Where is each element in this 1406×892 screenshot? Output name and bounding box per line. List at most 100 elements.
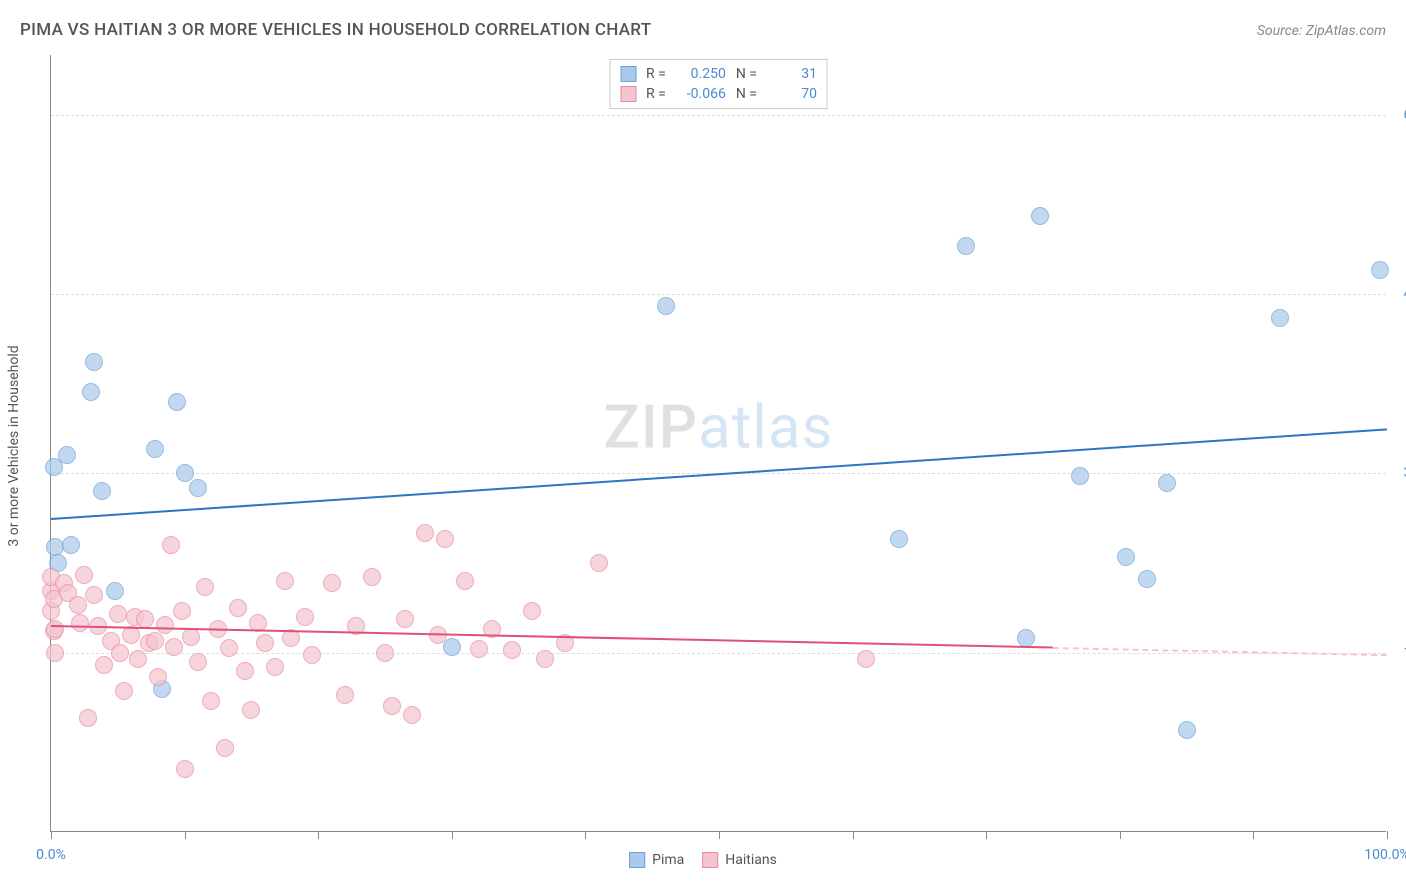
data-point xyxy=(456,572,474,590)
data-point xyxy=(336,686,354,704)
legend-n-value: 31 xyxy=(767,66,817,82)
legend-r-label: R = xyxy=(646,66,666,82)
data-point xyxy=(256,634,274,652)
x-tick xyxy=(185,831,186,839)
legend-swatch xyxy=(702,852,718,868)
data-point xyxy=(109,605,127,623)
data-point xyxy=(1158,474,1176,492)
data-point xyxy=(189,479,207,497)
data-point xyxy=(189,653,207,671)
data-point xyxy=(93,482,111,500)
data-point xyxy=(106,582,124,600)
data-point xyxy=(176,464,194,482)
data-point xyxy=(1178,721,1196,739)
y-tick-label: 30.0% xyxy=(1391,465,1406,481)
legend-r-label: R = xyxy=(646,86,666,102)
data-point xyxy=(1371,261,1389,279)
legend-n-label: N = xyxy=(736,86,757,102)
data-point xyxy=(62,536,80,554)
data-point xyxy=(173,602,191,620)
y-tick-label: 15.0% xyxy=(1391,645,1406,661)
data-point xyxy=(46,644,64,662)
x-tick xyxy=(452,831,453,839)
data-point xyxy=(242,701,260,719)
legend-swatch xyxy=(629,852,645,868)
data-point xyxy=(79,709,97,727)
y-tick-label: 60.0% xyxy=(1391,107,1406,123)
data-point xyxy=(58,446,76,464)
data-point xyxy=(296,608,314,626)
legend-label: Pima xyxy=(652,852,684,868)
x-tick-label: 0.0% xyxy=(36,847,66,863)
legend-r-value: 0.250 xyxy=(676,66,726,82)
data-point xyxy=(176,760,194,778)
x-tick xyxy=(318,831,319,839)
legend-label: Haitians xyxy=(725,852,777,868)
data-point xyxy=(75,566,93,584)
data-point xyxy=(363,568,381,586)
data-point xyxy=(890,530,908,548)
x-tick-label: 100.0% xyxy=(1364,847,1406,863)
data-point xyxy=(202,692,220,710)
data-point xyxy=(162,536,180,554)
data-point xyxy=(1117,548,1135,566)
data-point xyxy=(396,610,414,628)
data-point xyxy=(503,641,521,659)
legend-correlation: R = 0.250 N = 31 R = -0.066 N = 70 xyxy=(609,59,828,109)
legend-row: R = -0.066 N = 70 xyxy=(620,84,817,104)
x-tick xyxy=(51,831,52,839)
chart-title: PIMA VS HAITIAN 3 OR MORE VEHICLES IN HO… xyxy=(20,20,651,40)
trend-line xyxy=(51,625,1053,649)
data-point xyxy=(590,554,608,572)
data-point xyxy=(536,650,554,668)
data-point xyxy=(236,662,254,680)
data-point xyxy=(470,640,488,658)
y-axis-label: 3 or more Vehicles in Household xyxy=(6,345,22,546)
data-point xyxy=(1031,207,1049,225)
legend-swatch xyxy=(620,86,636,102)
data-point xyxy=(229,599,247,617)
legend-r-value: -0.066 xyxy=(676,86,726,102)
y-tick-label: 45.0% xyxy=(1391,286,1406,302)
legend-item: Pima xyxy=(629,852,684,868)
data-point xyxy=(443,638,461,656)
x-tick xyxy=(1120,831,1121,839)
data-point xyxy=(146,632,164,650)
data-point xyxy=(156,616,174,634)
x-tick xyxy=(986,831,987,839)
chart-area: ZIPatlas R =0.250N =31R =-0.066N =70 15.… xyxy=(50,55,1386,832)
data-point xyxy=(165,638,183,656)
data-point xyxy=(523,602,541,620)
data-point xyxy=(957,237,975,255)
data-point xyxy=(71,614,89,632)
gridline xyxy=(51,115,1386,116)
data-point xyxy=(857,650,875,668)
data-point xyxy=(129,650,147,668)
data-point xyxy=(323,574,341,592)
data-point xyxy=(1017,629,1035,647)
gridline xyxy=(51,294,1386,295)
data-point xyxy=(403,706,421,724)
data-point xyxy=(416,524,434,542)
data-point xyxy=(69,596,87,614)
legend-n-value: 70 xyxy=(767,86,817,102)
header: PIMA VS HAITIAN 3 OR MORE VEHICLES IN HO… xyxy=(20,20,1386,40)
data-point xyxy=(182,628,200,646)
data-point xyxy=(82,383,100,401)
data-point xyxy=(376,644,394,662)
trend-line-extrapolated xyxy=(1053,647,1387,656)
plot-surface: 15.0%30.0%45.0%60.0%0.0%100.0% xyxy=(51,55,1386,831)
data-point xyxy=(220,639,238,657)
data-point xyxy=(111,644,129,662)
gridline xyxy=(51,653,1386,654)
data-point xyxy=(136,610,154,628)
data-point xyxy=(276,572,294,590)
data-point xyxy=(46,620,64,638)
legend-n-label: N = xyxy=(736,66,757,82)
x-tick xyxy=(1387,831,1388,839)
data-point xyxy=(168,393,186,411)
data-point xyxy=(303,646,321,664)
legend-swatch xyxy=(620,66,636,82)
x-tick xyxy=(853,831,854,839)
data-point xyxy=(1071,467,1089,485)
